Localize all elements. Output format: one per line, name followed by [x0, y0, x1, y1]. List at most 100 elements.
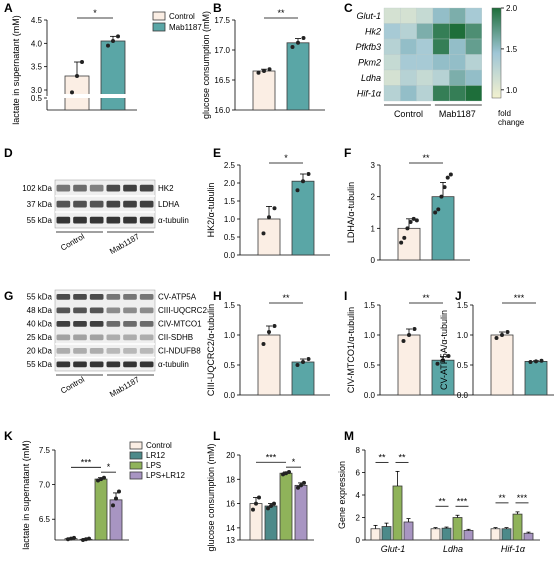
- bar-2: [94, 478, 108, 541]
- data-point: [111, 39, 115, 43]
- heatmap-cell: [383, 54, 401, 71]
- blot-protein-label: LDHA: [158, 200, 180, 209]
- heatmap-cell: [383, 85, 401, 102]
- y-tick-label: 0.5: [31, 94, 43, 103]
- heatmap-cell: [400, 7, 417, 24]
- group-label: Control: [59, 375, 86, 396]
- blot-band: [123, 294, 137, 300]
- blot-g: CV-ATP5A 55 kDa CIII-UQCRC2 48 kDa CIV-MTCO1…: [27, 289, 207, 399]
- data-point: [295, 363, 300, 367]
- y-axis-label: lactate in supernatant (mM): [21, 440, 31, 550]
- y-axis-label: CIII-UQCRC2/α-tubulin: [206, 304, 216, 396]
- legend-label: Control: [169, 12, 195, 21]
- y-tick-label: 1.5: [224, 301, 236, 310]
- data-point: [102, 475, 106, 480]
- bar-1-3: [463, 530, 474, 541]
- axis-break: [64, 94, 90, 98]
- heatmap-cell: [416, 69, 434, 86]
- y-tick-label: 0.0: [364, 391, 376, 400]
- data-point: [269, 504, 273, 508]
- significance-label: **: [422, 293, 430, 303]
- y-tick-label: 16.0: [214, 106, 230, 115]
- x-tick-label: Hif-1α: [501, 544, 526, 554]
- blot-band: [106, 348, 121, 354]
- significance-label: ***: [517, 493, 528, 503]
- data-point: [442, 185, 447, 190]
- blot-band: [73, 200, 87, 208]
- data-point: [72, 535, 76, 540]
- data-point: [500, 333, 504, 337]
- colorbar-label: fold: [498, 109, 511, 118]
- heatmap-cell: [416, 85, 434, 102]
- data-point: [411, 216, 416, 221]
- blot-band: [123, 200, 137, 208]
- y-tick-label: 3: [371, 161, 376, 170]
- data-point: [254, 501, 258, 506]
- blot-d: HK2 102 kDa LDHA 37 kDa α-tubulin 55 kDa Contr…: [22, 179, 189, 256]
- data-point: [106, 43, 110, 48]
- data-point: [302, 480, 306, 485]
- data-point: [534, 359, 538, 364]
- heatmap-cell: [383, 23, 401, 40]
- legend-label: LPS: [146, 461, 161, 470]
- y-tick-label: 13: [226, 536, 235, 545]
- data-point: [306, 172, 311, 176]
- colorbar: [491, 7, 502, 99]
- legend-swatch: [152, 22, 166, 32]
- blot-kda-label: 25 kDa: [27, 333, 53, 342]
- heatmap-cell: [449, 54, 466, 71]
- blot-band: [139, 361, 154, 368]
- y-axis-label: Gene expression: [337, 461, 347, 529]
- y-tick-label: 0.0: [224, 251, 236, 260]
- y-tick-label: 1.0: [224, 215, 236, 224]
- blot-band: [89, 294, 104, 300]
- y-tick-label: 1.5: [364, 301, 376, 310]
- data-point: [117, 489, 121, 494]
- blot-protein-label: α-tubulin: [158, 216, 189, 225]
- heatmap-cell: [449, 7, 466, 24]
- heatmap-cell: [383, 69, 401, 86]
- data-point: [306, 357, 311, 361]
- blot-band: [123, 348, 137, 354]
- significance-label: **: [378, 452, 386, 462]
- blot-band: [89, 307, 104, 314]
- bar-0: [257, 334, 281, 396]
- y-tick-label: 0.0: [224, 391, 236, 400]
- y-tick-label: 1: [371, 224, 376, 233]
- chart-e: 0.0 0.5 1.0 1.5 2.0 2.5 HK2/α-tubulin *: [206, 153, 330, 260]
- data-point: [405, 226, 410, 231]
- y-tick-label: 4: [356, 491, 361, 500]
- blot-protein-label: CII-SDHB: [158, 333, 193, 342]
- legend-swatch: [129, 441, 143, 450]
- heatmap-cell: [432, 23, 450, 40]
- heatmap-cell: [465, 54, 482, 71]
- blot-kda-label: 40 kDa: [27, 319, 53, 328]
- blot-band: [106, 200, 121, 208]
- y-tick-label: 8: [356, 446, 361, 455]
- data-point: [75, 74, 79, 78]
- data-point: [445, 175, 450, 180]
- blot-band: [56, 348, 71, 354]
- heatmap-cell: [400, 23, 417, 40]
- blot-protein-label: CIII-UQCRC2: [158, 306, 207, 315]
- panel-letter-k: K: [4, 429, 13, 443]
- y-tick-label: 17.5: [214, 16, 230, 25]
- significance-label: *: [284, 153, 288, 163]
- data-point: [272, 324, 277, 328]
- blot-band: [73, 321, 87, 327]
- data-point: [441, 358, 445, 363]
- blot-band: [139, 307, 154, 314]
- panel-letter-f: F: [344, 146, 351, 160]
- heatmap-row-label: Glut-1: [356, 11, 381, 21]
- colorbar-tick-label: 1.5: [506, 45, 518, 54]
- heatmap-cell: [465, 69, 482, 86]
- heatmap-c: Glut-1 Hk2 Pfkfb3 Pkm2 Ldha Hif-1α Control Mab1…: [355, 4, 524, 127]
- chart-j: 0.0 0.5 1.0 1.5 CV-ATP5A/α-tubulin ***: [439, 293, 554, 400]
- data-point: [408, 220, 413, 224]
- bar-1: [291, 361, 315, 396]
- heatmap-cell: [449, 85, 466, 102]
- x-tick-label: Ldha: [443, 544, 463, 554]
- significance-label: ***: [514, 293, 525, 303]
- y-tick-label: 4.5: [31, 16, 43, 25]
- legend-ab: Control Mab1187: [152, 11, 202, 32]
